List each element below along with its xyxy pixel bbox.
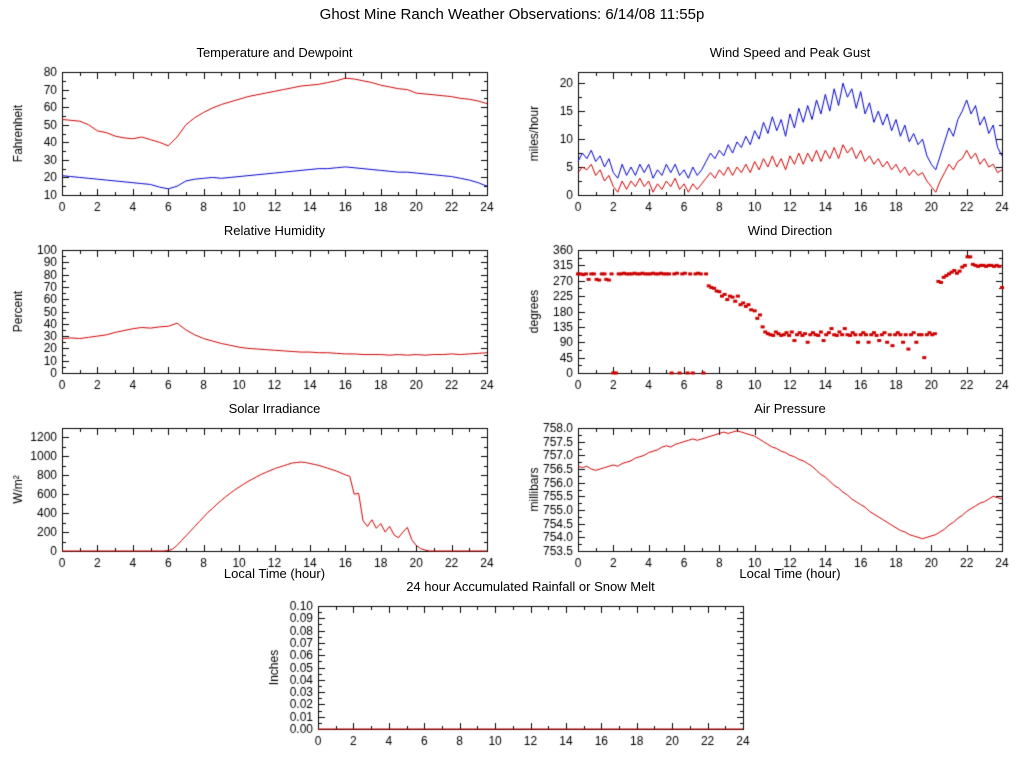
- chart-title-temperature: Temperature and Dewpoint: [196, 45, 353, 60]
- solar-irradiance-plot: [0, 420, 512, 574]
- wind-direction-chart: Wind Direction: [512, 218, 1024, 396]
- wind-speed-gust-plot: [512, 64, 1024, 218]
- solar-irradiance-chart: Solar Irradiance Local Time (hour): [0, 396, 512, 581]
- air-pressure-chart: Air Pressure Local Time (hour): [512, 396, 1024, 581]
- wind-direction-plot: [512, 242, 1024, 396]
- page-title: Ghost Mine Ranch Weather Observations: 6…: [319, 6, 705, 23]
- air-pressure-plot: [512, 420, 1024, 574]
- wind-speed-gust-chart: Wind Speed and Peak Gust: [512, 40, 1024, 218]
- rainfall-chart: 24 hour Accumulated Rainfall or Snow Mel…: [256, 574, 768, 752]
- chart-title-solar: Solar Irradiance: [228, 401, 321, 416]
- chart-title-wind-direction: Wind Direction: [747, 223, 833, 238]
- relative-humidity-plot: [0, 242, 512, 396]
- rainfall-plot: [256, 598, 768, 752]
- chart-title-pressure: Air Pressure: [754, 401, 826, 416]
- temperature-dewpoint-plot: [0, 64, 512, 218]
- x-axis-label-pressure: Local Time (hour): [739, 566, 841, 581]
- x-axis-label-solar: Local Time (hour): [223, 566, 326, 581]
- chart-title-humidity: Relative Humidity: [223, 223, 326, 238]
- temperature-dewpoint-chart: Temperature and Dewpoint: [0, 40, 512, 218]
- chart-title-wind-speed: Wind Speed and Peak Gust: [709, 45, 871, 60]
- relative-humidity-chart: Relative Humidity: [0, 218, 512, 396]
- chart-title-rainfall: 24 hour Accumulated Rainfall or Snow Mel…: [406, 579, 655, 594]
